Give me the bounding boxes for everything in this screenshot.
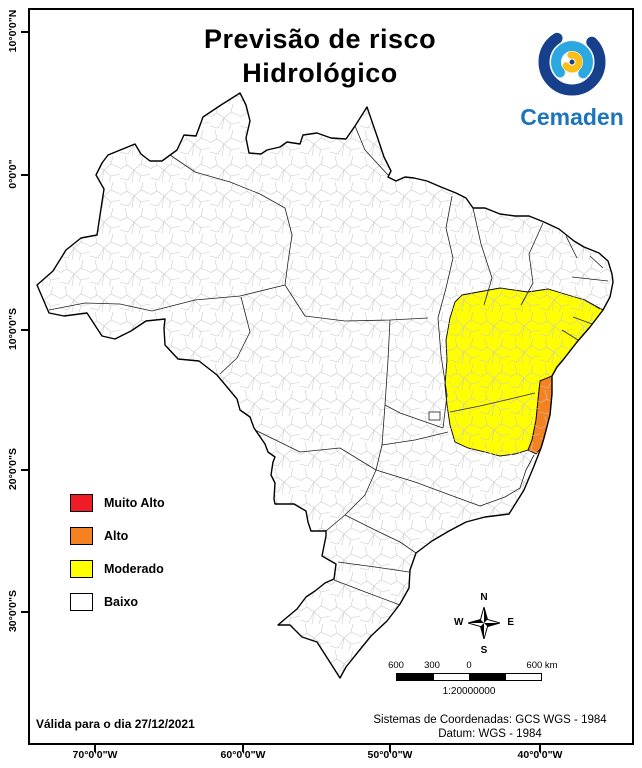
lon-label-40w: 40°0'0"W — [517, 749, 563, 761]
scale-segment — [504, 674, 541, 680]
municipal-boundaries-texture — [37, 93, 613, 678]
lat-label-0: 0°0'0" — [7, 159, 19, 189]
lon-label-60w: 60°0'0"W — [220, 749, 266, 761]
legend-label: Muito Alto — [104, 496, 165, 510]
legend-label: Moderado — [104, 562, 164, 576]
map-frame — [28, 8, 634, 745]
axis-tick — [539, 745, 541, 752]
scale-label-300: 300 — [424, 660, 440, 671]
scale-label-0: 0 — [466, 660, 472, 671]
lat-label-20s: 20°0'0"S — [7, 447, 19, 491]
legend-item-moderado: Moderado — [70, 560, 165, 578]
scale-segment — [469, 674, 505, 680]
legend-item-baixo: Baixo — [70, 593, 165, 611]
country-outline — [36, 92, 614, 679]
axis-tick — [21, 174, 28, 176]
cemaden-logo-icon — [538, 28, 606, 96]
scale-bar-segments — [396, 673, 542, 681]
alto-swatch — [70, 527, 93, 545]
distrito-federal-outline — [428, 411, 441, 421]
lat-label-30s: 30°0'0"S — [7, 589, 19, 633]
axis-tick — [389, 745, 391, 752]
compass-star-icon — [468, 607, 500, 639]
title-line2: Hidrológico — [242, 58, 398, 88]
axis-tick — [94, 745, 96, 752]
axis-tick — [21, 31, 28, 33]
scale-ratio: 1:20000000 — [442, 686, 496, 697]
compass-rose: N W E S — [454, 592, 514, 656]
scale-segment — [397, 674, 433, 680]
scale-segment — [432, 674, 469, 680]
lon-label-50w: 50°0'0"W — [367, 749, 413, 761]
baixo-swatch — [70, 593, 93, 611]
axis-tick — [21, 611, 28, 613]
page-title: Previsão de risco Hidrológico — [110, 22, 530, 90]
lon-label-70w: 70°0'0"W — [72, 749, 118, 761]
axis-tick — [21, 469, 28, 471]
scale-label-600-left: 600 — [388, 660, 404, 671]
lat-label-10n: 10°0'0"N — [7, 9, 19, 53]
coordinate-system-info: Sistemas de Coordenadas: GCS WGS - 1984 … — [350, 713, 630, 741]
crs-line2: Datum: WGS - 1984 — [438, 728, 542, 740]
legend-item-alto: Alto — [70, 527, 165, 545]
crs-line1: Sistemas de Coordenadas: GCS WGS - 1984 — [373, 714, 607, 726]
title-line1: Previsão de risco — [203, 24, 437, 54]
risk-legend: Muito Alto Alto Moderado Baixo — [70, 494, 165, 626]
compass-north-label: N — [480, 592, 488, 603]
legend-item-muito-alto: Muito Alto — [70, 494, 165, 512]
axis-tick — [21, 329, 28, 331]
compass-east-label: E — [507, 617, 514, 628]
cemaden-logo-text: Cemaden — [520, 104, 624, 130]
scale-bar: 600 300 0 600 km 1:20000000 — [386, 660, 596, 702]
state-borders — [48, 125, 609, 606]
cemaden-logo: Cemaden — [512, 14, 632, 136]
legend-label: Alto — [104, 529, 129, 543]
legend-label: Baixo — [104, 595, 139, 609]
compass-west-label: W — [454, 617, 464, 628]
lat-label-10s: 10°0'0"S — [7, 307, 19, 351]
moderado-swatch — [70, 560, 93, 578]
compass-south-label: S — [480, 645, 488, 656]
validity-date: Válida para o dia 27/12/2021 — [36, 717, 195, 731]
axis-tick — [242, 745, 244, 752]
scale-label-600-km: 600 km — [526, 660, 558, 671]
muito-alto-swatch — [70, 494, 93, 512]
